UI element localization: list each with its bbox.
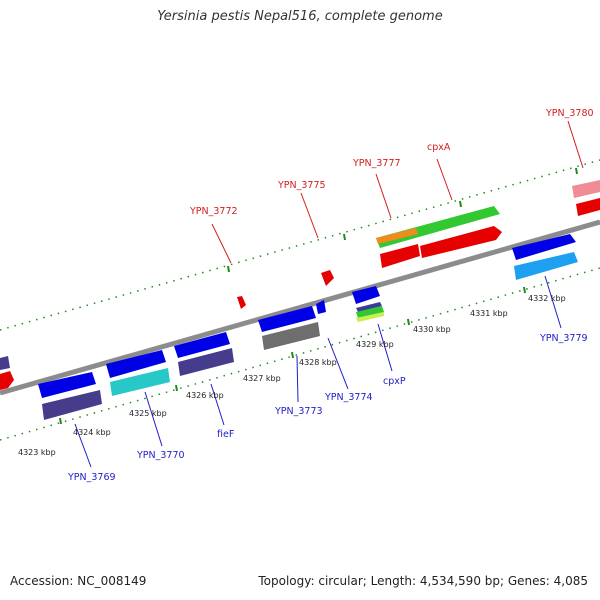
gene-label-ypn3774[interactable]: YPN_3774 — [324, 392, 373, 403]
gene-ypn3779 — [514, 252, 578, 280]
gene-label-cpxa[interactable]: cpxA — [427, 142, 451, 153]
gene-label-ypn3779[interactable]: YPN_3779 — [539, 333, 588, 344]
kbp-label: 4329 kbp — [356, 340, 394, 349]
gene-label-ypn3780[interactable]: YPN_3780 — [545, 108, 594, 119]
kbp-label: 4331 kbp — [470, 309, 508, 318]
gene-fief-cds — [174, 332, 230, 358]
kbp-label: 4325 kbp — [129, 409, 167, 418]
gene-ypn3773-cds — [258, 306, 316, 332]
top-leaders — [211, 120, 584, 264]
gene-ypn3780-cds — [572, 180, 600, 198]
gene-label-ypn3770[interactable]: YPN_3770 — [136, 450, 185, 461]
gene-label-ypn3769[interactable]: YPN_3769 — [67, 472, 116, 483]
gene-ypn3769 — [42, 390, 102, 420]
gene-ypn3772 — [237, 296, 246, 309]
gene-ypn3770-cds — [106, 350, 166, 378]
gene-label-cpxp[interactable]: cpxP — [383, 376, 406, 387]
reverse-genes — [0, 234, 578, 420]
gene-cpxp-a — [356, 302, 382, 312]
gene-ypn3777 — [380, 244, 420, 268]
gene-label-fief[interactable]: fieF — [217, 429, 234, 440]
kbp-label: 4332 kbp — [528, 294, 566, 303]
kbp-labels: 4323 kbp 4324 kbp 4325 kbp 4326 kbp 4327… — [18, 294, 566, 457]
gene-label-ypn3775[interactable]: YPN_3775 — [277, 180, 326, 191]
accession-text: Accession: NC_008149 — [10, 574, 147, 588]
map-title: Yersinia pestis Nepal516, complete genom… — [157, 9, 443, 24]
genome-summary-text: Topology: circular; Length: 4,534,590 bp… — [258, 574, 588, 588]
gene-cpxp-b — [356, 306, 384, 318]
gene-ypn3773 — [262, 322, 320, 350]
gene-ypn3774 — [316, 300, 326, 314]
gene-label-ypn3773[interactable]: YPN_3773 — [274, 406, 323, 417]
bottom-gene-labels: YPN_3769 YPN_3770 fieF YPN_3773 YPN_3774… — [67, 333, 588, 483]
gene-cpxp-c — [356, 312, 384, 322]
kbp-label: 4327 kbp — [243, 374, 281, 383]
kbp-label: 4326 kbp — [186, 391, 224, 400]
kbp-label: 4323 kbp — [18, 448, 56, 457]
gene-fief — [178, 348, 234, 376]
gene-left-red — [0, 371, 14, 390]
gene-ypn3779-cds — [512, 234, 576, 260]
gene-ypn3775 — [321, 270, 334, 286]
major-ticks — [59, 167, 578, 425]
kbp-label: 4328 kbp — [299, 358, 337, 367]
forward-genes — [0, 180, 600, 390]
gene-ypn3769-cds — [38, 372, 96, 398]
gene-label-ypn3772[interactable]: YPN_3772 — [189, 206, 238, 217]
kbp-label: 4330 kbp — [413, 325, 451, 334]
bottom-leaders — [74, 275, 562, 468]
gene-left-purple — [0, 356, 10, 370]
gene-cpxa — [420, 226, 502, 258]
backbone — [0, 219, 600, 396]
top-gene-labels: YPN_3772 YPN_3775 YPN_3777 cpxA YPN_3780 — [189, 108, 594, 217]
gene-ypn3780 — [576, 198, 600, 216]
gene-ypn3770 — [110, 368, 170, 396]
gene-label-ypn3777[interactable]: YPN_3777 — [352, 158, 401, 169]
gene-cpxa-cds — [376, 206, 500, 248]
gene-cpxp-cds — [352, 286, 380, 304]
kbp-label: 4324 kbp — [73, 428, 111, 437]
gene-orange — [376, 228, 418, 244]
